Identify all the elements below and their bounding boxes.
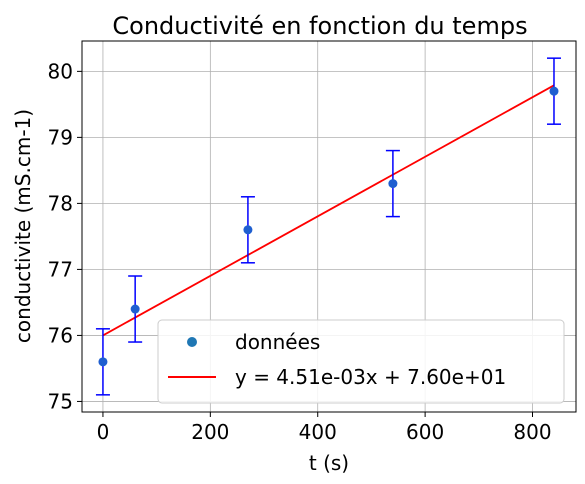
- y-tick-label: 75: [48, 389, 73, 413]
- data-point: [549, 86, 559, 96]
- x-axis-title: t (s): [309, 451, 349, 475]
- fit-line-layer: [102, 84, 555, 337]
- legend-marker-scatter: [187, 337, 197, 347]
- fit-line: [102, 84, 555, 337]
- data-point: [98, 357, 108, 367]
- legend-label-data: données: [235, 330, 320, 354]
- x-tick-label: 800: [513, 420, 551, 444]
- legend-label-fit: y = 4.51e-03x + 7.60e+01: [235, 365, 506, 389]
- x-tick-label: 200: [191, 420, 229, 444]
- data-point: [243, 225, 253, 235]
- y-axis-title: conductivite (mS.cm-1): [11, 109, 35, 343]
- x-tick-label: 600: [406, 420, 444, 444]
- legend: données y = 4.51e-03x + 7.60e+01: [157, 319, 565, 404]
- x-tick-label: 0: [97, 420, 110, 444]
- y-tick-label: 77: [48, 257, 73, 281]
- x-tick-label: 400: [299, 420, 337, 444]
- data-point: [388, 179, 398, 189]
- x-axis-ticks: 0 200 400 600 800: [97, 412, 552, 444]
- y-tick-label: 76: [48, 323, 73, 347]
- y-tick-label: 80: [48, 59, 73, 83]
- legend-frame: [157, 319, 565, 404]
- y-tick-label: 79: [48, 125, 73, 149]
- y-axis-ticks: 75 76 77 78 79 80: [48, 59, 82, 413]
- chart-title: Conductivité en fonction du temps: [112, 12, 527, 40]
- plot-frame: [81, 40, 577, 413]
- data-points: [98, 86, 559, 367]
- y-tick-label: 78: [48, 191, 73, 215]
- data-point: [130, 304, 140, 314]
